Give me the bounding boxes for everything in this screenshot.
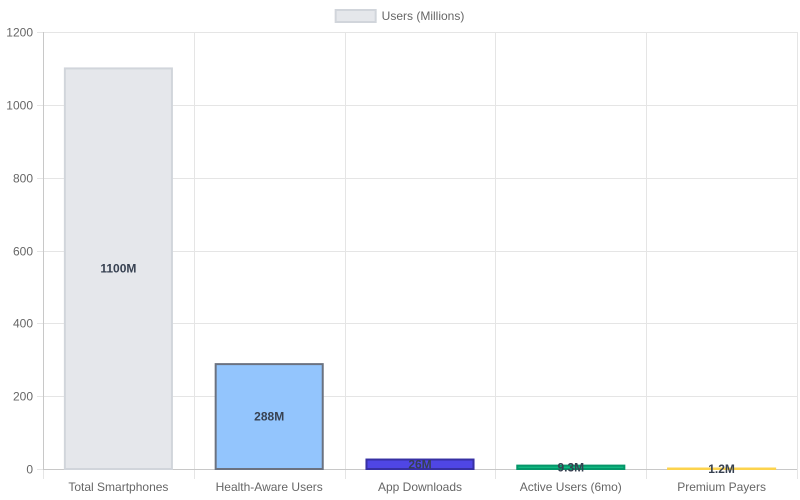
bar-value-label: 1.2M [708, 462, 735, 476]
data-labels: 1100M 288M 26M 9.3M 1.2M [100, 262, 735, 476]
bars [63, 67, 777, 471]
y-tick-label: 600 [13, 245, 33, 259]
x-tick-label: Total Smartphones [68, 480, 168, 494]
x-tick-label: Premium Payers [677, 480, 766, 494]
x-tick-label: Active Users (6mo) [520, 480, 622, 494]
bar-active-users-6mo[interactable] [516, 464, 626, 471]
legend[interactable]: Users (Millions) [334, 9, 465, 23]
y-tick-label: 400 [13, 317, 33, 331]
tick-labels: 0 200 400 600 800 1000 1200 Total Smartphones He… [6, 26, 766, 495]
bar-value-label: 1100M [100, 262, 136, 276]
bar-total-smartphones[interactable] [63, 67, 173, 471]
bar-premium-payers[interactable] [667, 467, 777, 470]
x-tick-label: Health-Aware Users [216, 480, 323, 494]
bar-value-label: 9.3M [557, 460, 584, 474]
y-tick-label: 200 [13, 390, 33, 404]
bar-value-label: 26M [408, 457, 431, 471]
y-tick-label: 1200 [6, 26, 33, 40]
bar-health-aware-users[interactable] [214, 363, 324, 470]
x-tick-label: App Downloads [378, 480, 462, 494]
legend-swatch[interactable] [334, 9, 377, 23]
legend-label[interactable]: Users (Millions) [382, 9, 465, 23]
bar-app-downloads[interactable] [365, 458, 475, 471]
y-tick-label: 0 [26, 463, 33, 477]
y-tick-label: 1000 [6, 99, 33, 113]
bar-value-label: 288M [254, 410, 284, 424]
y-tick-label: 800 [13, 172, 33, 186]
